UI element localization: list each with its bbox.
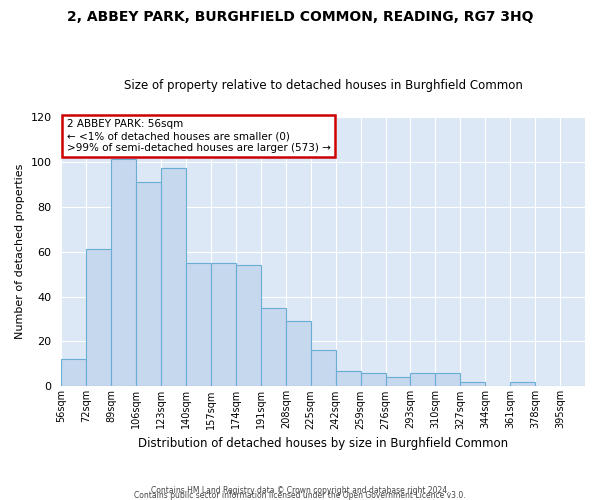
X-axis label: Distribution of detached houses by size in Burghfield Common: Distribution of detached houses by size … bbox=[138, 437, 508, 450]
Bar bbox=[335, 370, 361, 386]
Text: Contains public sector information licensed under the Open Government Licence v3: Contains public sector information licen… bbox=[134, 490, 466, 500]
Bar bbox=[361, 373, 386, 386]
Text: 2 ABBEY PARK: 56sqm
← <1% of detached houses are smaller (0)
>99% of semi-detach: 2 ABBEY PARK: 56sqm ← <1% of detached ho… bbox=[67, 120, 331, 152]
Bar bbox=[236, 265, 261, 386]
Bar bbox=[311, 350, 335, 386]
Y-axis label: Number of detached properties: Number of detached properties bbox=[15, 164, 25, 340]
Text: 2, ABBEY PARK, BURGHFIELD COMMON, READING, RG7 3HQ: 2, ABBEY PARK, BURGHFIELD COMMON, READIN… bbox=[67, 10, 533, 24]
Bar bbox=[410, 373, 436, 386]
Bar bbox=[161, 168, 186, 386]
Bar bbox=[61, 360, 86, 386]
Bar bbox=[261, 308, 286, 386]
Text: Contains HM Land Registry data © Crown copyright and database right 2024.: Contains HM Land Registry data © Crown c… bbox=[151, 486, 449, 495]
Title: Size of property relative to detached houses in Burghfield Common: Size of property relative to detached ho… bbox=[124, 79, 523, 92]
Bar bbox=[111, 160, 136, 386]
Bar bbox=[211, 263, 236, 386]
Bar bbox=[286, 321, 311, 386]
Bar bbox=[460, 382, 485, 386]
Bar bbox=[86, 250, 111, 386]
Bar bbox=[386, 378, 410, 386]
Bar bbox=[186, 263, 211, 386]
Bar bbox=[436, 373, 460, 386]
Bar bbox=[510, 382, 535, 386]
Bar bbox=[136, 182, 161, 386]
